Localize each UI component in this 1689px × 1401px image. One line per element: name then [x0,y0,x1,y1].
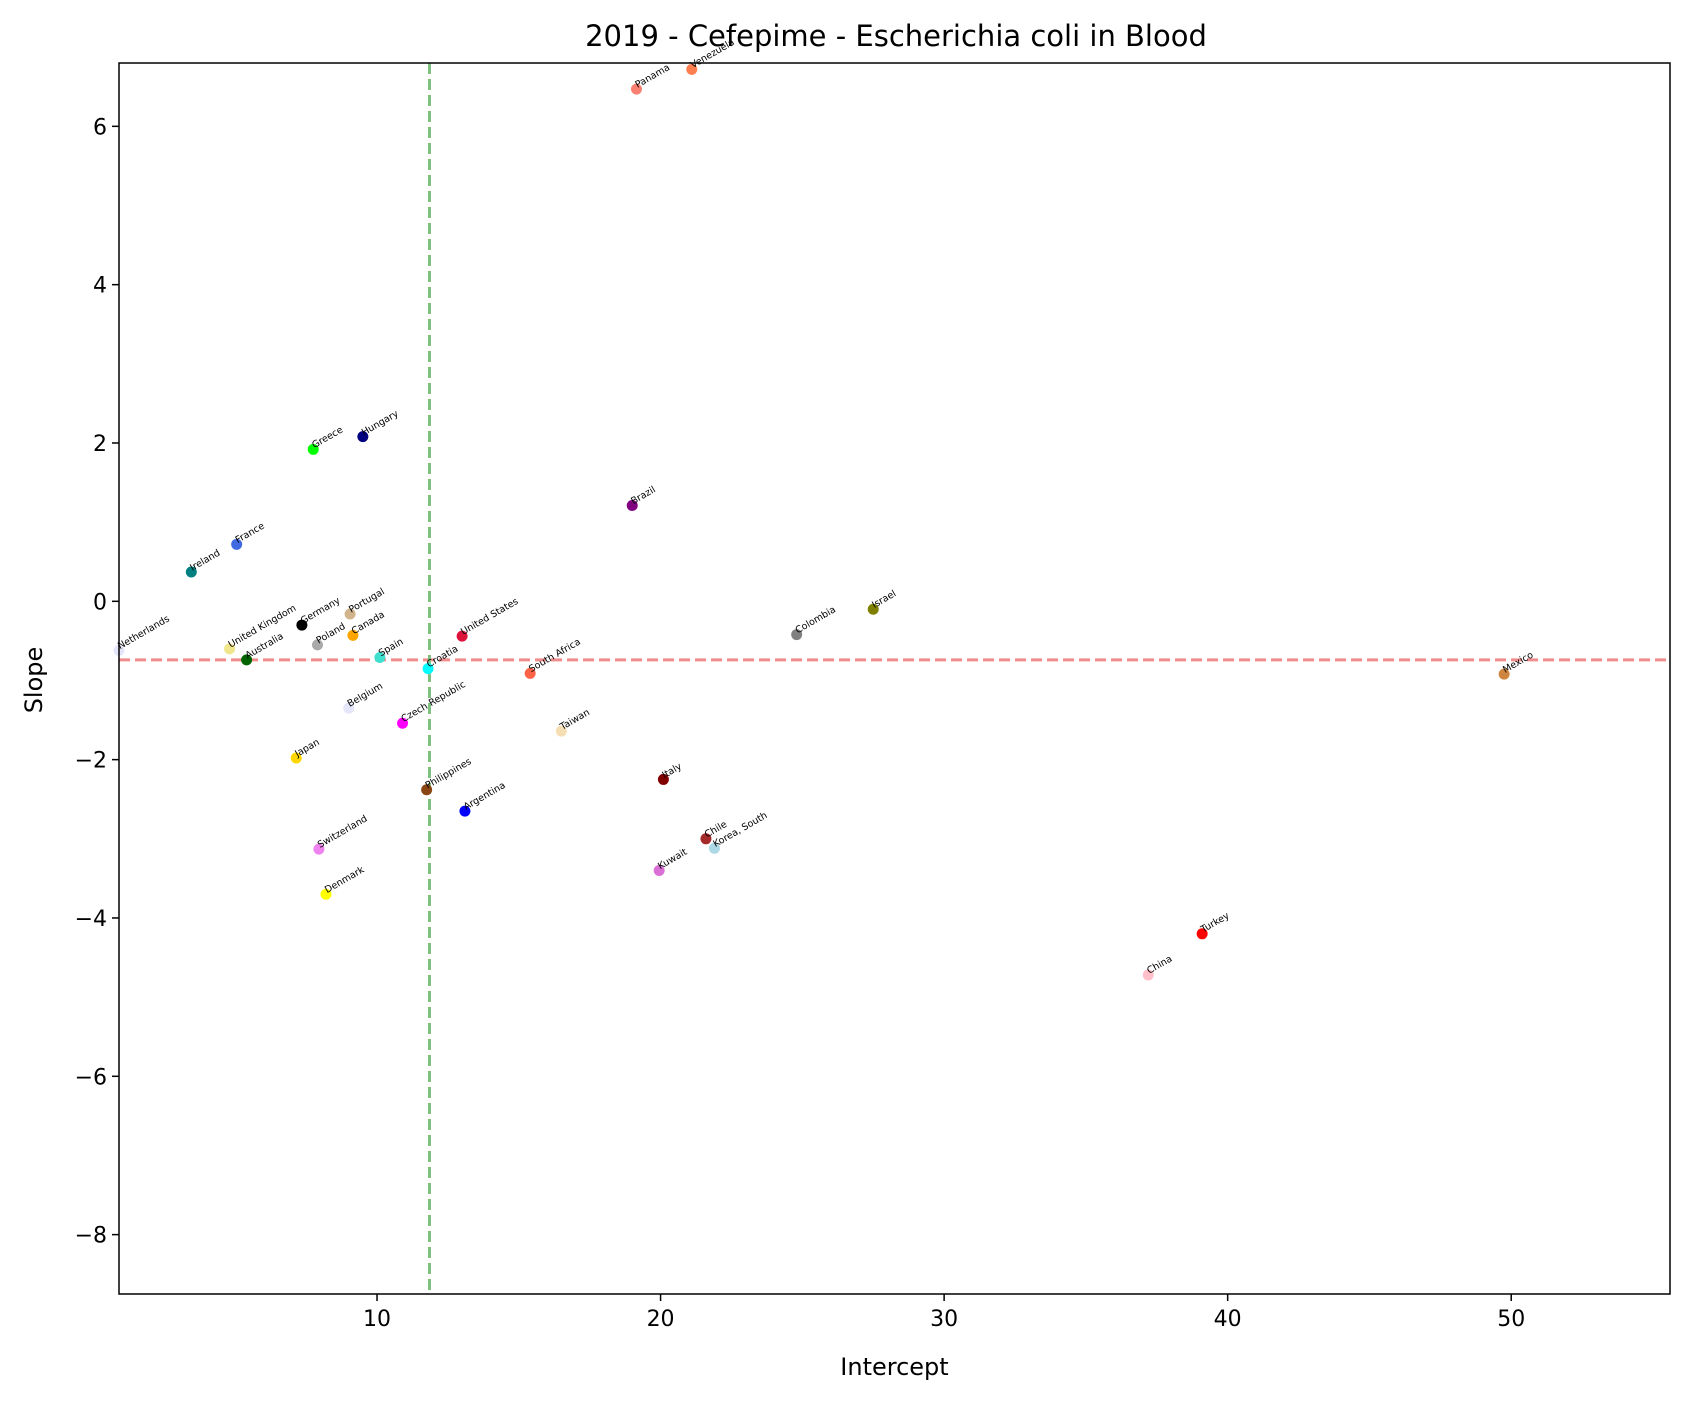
y-tick-label: 0 [93,590,107,615]
data-point [459,805,471,817]
y-tick-label: −6 [75,1065,107,1090]
data-point [296,619,308,631]
data-point [657,773,669,785]
data-point [313,843,325,855]
data-point [307,443,319,455]
data-point [1142,969,1154,981]
y-axis-ticks: 6 4 2 0 −2 −4 −6 −8 [75,115,119,1249]
x-axis-ticks: 10 20 30 40 50 [363,1294,1525,1332]
data-point [357,431,369,443]
x-tick-label: 50 [1497,1307,1525,1332]
data-point [311,639,323,651]
y-tick-label: 4 [93,274,107,299]
data-point [397,717,409,729]
data-points [113,63,1510,981]
data-point [686,63,698,75]
data-point [185,566,197,578]
data-point [231,538,243,550]
data-point [708,842,720,854]
data-point [422,663,434,675]
data-point [347,629,359,641]
data-point [343,702,355,714]
chart-title: 2019 - Cefepime - Escherichia coli in Bl… [585,19,1207,53]
y-tick-label: −4 [75,907,107,932]
y-tick-label: 6 [93,115,107,140]
x-tick-label: 30 [930,1307,958,1332]
data-point [320,888,332,900]
data-point [241,654,253,666]
x-tick-label: 40 [1214,1307,1242,1332]
data-point [224,643,236,655]
y-tick-label: −8 [75,1224,107,1249]
data-point [1196,928,1208,940]
data-point [374,652,386,664]
x-axis-label: Intercept [840,1353,948,1381]
x-tick-label: 20 [647,1307,675,1332]
data-point [791,629,803,641]
data-point [867,603,879,615]
data-point [421,784,433,796]
data-point [555,725,567,737]
data-point [653,864,665,876]
data-point [700,833,712,845]
data-point [524,667,536,679]
data-point [626,500,638,512]
data-point [344,608,356,620]
y-axis-label: Slope [20,647,48,714]
plot-frame [118,62,1671,1295]
data-point [290,752,302,764]
x-tick-label: 10 [363,1307,391,1332]
data-point [630,83,642,95]
y-tick-label: 2 [93,432,107,457]
y-tick-label: −2 [75,749,107,774]
data-point [456,630,468,642]
data-point [1498,668,1510,680]
